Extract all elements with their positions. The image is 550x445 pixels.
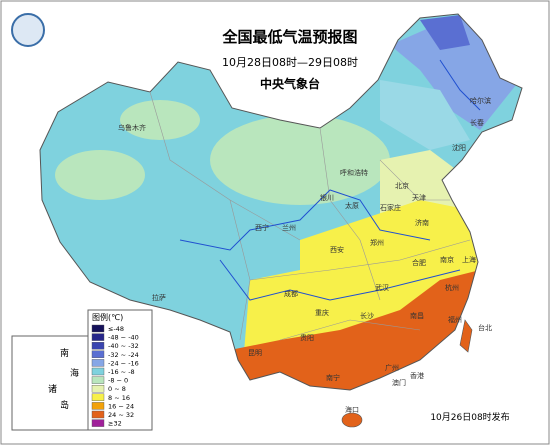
city-label: 台北 — [478, 323, 492, 332]
city-label: 长沙 — [360, 311, 374, 320]
legend-label: 16 ~ 24 — [108, 402, 134, 410]
legend-swatch — [91, 342, 105, 350]
city-label: 澳门 — [392, 378, 406, 387]
city-label: 沈阳 — [452, 143, 466, 152]
logo — [11, 13, 45, 47]
legend-swatch — [91, 333, 105, 341]
legend-label: ≤-48 — [108, 325, 124, 333]
city-label: 香港 — [410, 371, 424, 380]
city-label: 海口 — [345, 405, 359, 414]
border — [39, 13, 523, 391]
city-label: 合肥 — [412, 258, 426, 267]
inset-label: 岛 — [60, 399, 69, 411]
legend-label: -8 ~ 0 — [108, 377, 128, 385]
city-label: 兰州 — [282, 223, 296, 232]
city-label: 南京 — [440, 255, 454, 264]
inset-label: 诸 — [48, 384, 57, 395]
inset-label: 海 — [70, 367, 79, 379]
city-label: 武汉 — [375, 283, 389, 292]
legend-label: 8 ~ 16 — [108, 394, 130, 402]
city-label: 福州 — [448, 315, 462, 324]
rivers — [179, 59, 481, 301]
title: 全国最低气温预报图 — [221, 28, 357, 46]
legend-label: -16 ~ -8 — [108, 368, 135, 376]
city-label: 北京 — [395, 181, 409, 190]
subtitle: 10月28日08时—29日08时 — [222, 56, 358, 69]
city-label: 南宁 — [326, 373, 340, 382]
taiwan — [459, 319, 473, 353]
agency: 中央气象台 — [260, 76, 320, 91]
province-lines — [149, 91, 471, 341]
inset-label: 南 — [60, 347, 69, 359]
city-label: 哈尔滨 — [470, 96, 491, 105]
legend-swatch — [91, 367, 105, 376]
legend-swatch — [91, 402, 105, 410]
hainan — [341, 412, 363, 428]
legend-label: -24 ~ -16 — [108, 359, 139, 367]
city-label: 济南 — [415, 218, 429, 227]
city-label: 乌鲁木齐 — [118, 123, 146, 132]
legend-label: 24 ~ 32 — [108, 411, 134, 419]
city-label: 西宁 — [255, 223, 269, 232]
city-label: 杭州 — [445, 283, 459, 292]
legend-swatch — [91, 419, 105, 427]
city-label: 石家庄 — [380, 203, 401, 212]
legend-swatch — [91, 410, 105, 419]
legend-title: 图例(℃) — [92, 312, 123, 322]
legend-swatch — [91, 385, 105, 393]
city-label: 长春 — [470, 118, 484, 127]
city-label: 成都 — [284, 289, 298, 298]
city-label: 西安 — [330, 245, 344, 254]
city-label: 上海 — [462, 255, 476, 264]
legend-swatch — [91, 376, 105, 384]
city-label: 拉萨 — [152, 293, 166, 302]
city-label: 南昌 — [410, 311, 424, 320]
city-label: 银川 — [320, 193, 334, 202]
legend-label: -40 ~ -32 — [108, 342, 139, 350]
city-label: 广州 — [385, 363, 399, 372]
city-label: 天津 — [412, 194, 426, 202]
legend-swatch — [91, 393, 105, 401]
legend-label: ≥32 — [108, 420, 122, 428]
footer: 10月26日08时发布 — [430, 411, 509, 423]
city-label: 呼和浩特 — [340, 168, 368, 177]
legend-label: 0 ~ 8 — [108, 385, 126, 393]
city-label: 太原 — [345, 201, 359, 210]
legend-label: -32 ~ -24 — [108, 351, 139, 359]
city-label: 重庆 — [315, 308, 329, 317]
legend-swatch — [91, 359, 105, 367]
city-label: 贵阳 — [300, 333, 314, 342]
city-label: 郑州 — [370, 239, 384, 247]
legend-swatch — [91, 350, 105, 358]
city-label: 昆明 — [248, 349, 262, 357]
legend-swatch — [91, 324, 105, 333]
inset-frame — [11, 335, 89, 431]
legend-label: -48 ~ -40 — [108, 334, 139, 342]
